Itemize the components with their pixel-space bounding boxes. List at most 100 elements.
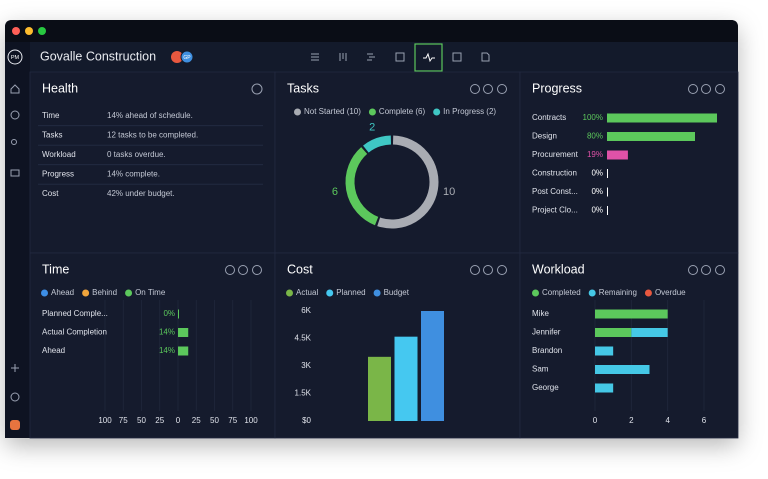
bar-segment — [595, 383, 614, 393]
expand-icon[interactable] — [688, 265, 698, 275]
value-label: 14% — [159, 346, 175, 355]
category-label: Jennifer — [532, 328, 561, 337]
user-avatar[interactable] — [10, 420, 20, 430]
minimize-button[interactable] — [25, 27, 33, 35]
legend-swatch — [294, 108, 301, 116]
expand-icon[interactable] — [688, 84, 698, 94]
project-name[interactable]: Govalle Construction — [40, 49, 156, 63]
legend-swatch — [373, 289, 381, 297]
gantt-view-icon[interactable] — [367, 53, 375, 61]
help-icon[interactable] — [715, 84, 725, 94]
donut-segment — [345, 147, 379, 226]
time-panel — [29, 252, 276, 439]
category-label: Sam — [532, 365, 549, 374]
bar-segment — [631, 328, 668, 337]
help-icon[interactable] — [252, 265, 262, 275]
avatar[interactable] — [180, 50, 194, 64]
dashboard-tab-active[interactable] — [414, 43, 443, 72]
bar-segment — [595, 365, 650, 374]
app-logo-text: PM — [11, 55, 20, 61]
health-label: Cost — [42, 189, 59, 198]
help-icon[interactable] — [497, 84, 507, 94]
bar — [607, 169, 608, 178]
portfolio-icon[interactable] — [10, 169, 20, 177]
title-bar — [5, 20, 738, 42]
help-icon[interactable] — [10, 392, 20, 402]
legend-label: Remaining — [599, 288, 637, 297]
panel-title: Tasks — [287, 81, 319, 95]
expand-icon[interactable] — [470, 265, 480, 275]
category-label: Construction — [532, 169, 577, 178]
sheet-view-icon[interactable] — [395, 52, 405, 62]
category-label: Project Clo... — [532, 206, 578, 215]
settings-icon[interactable] — [238, 265, 248, 275]
x-tick-label: 25 — [192, 416, 201, 425]
panel-title: Health — [42, 81, 78, 95]
maximize-button[interactable] — [38, 27, 46, 35]
team-icon[interactable] — [11, 139, 17, 145]
legend-label: Overdue — [655, 288, 686, 297]
help-icon[interactable] — [497, 265, 507, 275]
y-tick-label: 4.5K — [295, 334, 312, 343]
x-tick-label: 4 — [665, 416, 670, 425]
close-button[interactable] — [12, 27, 20, 35]
category-label: George — [532, 383, 559, 392]
health-label: Time — [42, 111, 60, 120]
x-tick-label: 100 — [98, 416, 112, 425]
value-label: 80% — [587, 132, 603, 141]
avatar[interactable] — [171, 51, 183, 63]
legend-label: Actual — [296, 288, 318, 297]
legend-label: In Progress (2) — [443, 107, 496, 116]
progress-panel — [519, 71, 739, 254]
panel-title: Progress — [532, 81, 582, 95]
x-tick-label: 25 — [155, 416, 164, 425]
category-label: Procurement — [532, 150, 579, 159]
y-tick-label: 3K — [301, 361, 311, 370]
x-tick-label: 75 — [119, 416, 128, 425]
time-icon[interactable] — [10, 110, 20, 120]
bar — [607, 187, 608, 197]
list-view-icon[interactable] — [311, 53, 319, 61]
bar — [421, 311, 444, 421]
health-label: Tasks — [42, 131, 62, 140]
y-tick-label: 1.5K — [295, 389, 312, 398]
help-icon[interactable] — [715, 265, 725, 275]
board-view-icon[interactable] — [339, 53, 347, 61]
value-label: 0% — [591, 187, 603, 196]
settings-icon[interactable] — [483, 265, 493, 275]
legend-swatch — [532, 289, 539, 297]
donut-segment — [363, 135, 392, 153]
data-label: 2 — [369, 121, 375, 133]
health-label: Workload — [42, 150, 76, 159]
add-icon[interactable] — [11, 364, 19, 372]
legend-label: On Time — [135, 288, 166, 297]
donut-segment — [377, 135, 439, 229]
calendar-view-icon[interactable] — [452, 52, 462, 62]
x-tick-label: 6 — [702, 416, 707, 425]
category-label: Ahead — [42, 346, 65, 355]
expand-icon[interactable] — [225, 265, 235, 275]
value-label: 0% — [591, 206, 603, 215]
expand-icon[interactable] — [470, 84, 480, 94]
bar — [607, 113, 717, 123]
home-icon[interactable] — [10, 84, 20, 94]
health-value: 12 tasks to be completed. — [107, 131, 198, 140]
files-view-icon[interactable] — [481, 52, 490, 62]
bar — [607, 150, 628, 160]
help-icon[interactable] — [251, 83, 263, 95]
app-logo[interactable] — [7, 49, 23, 65]
bar — [368, 356, 391, 421]
settings-icon[interactable] — [701, 265, 711, 275]
x-tick-label: 0 — [176, 416, 181, 425]
dashboard-view-icon[interactable] — [423, 52, 435, 63]
health-panel — [29, 71, 276, 254]
settings-icon[interactable] — [483, 84, 493, 94]
settings-icon[interactable] — [701, 84, 711, 94]
category-label: Design — [532, 132, 557, 141]
y-tick-label: 6K — [301, 306, 311, 315]
bar-segment — [595, 328, 632, 337]
legend-swatch — [588, 289, 596, 297]
workload-panel — [519, 252, 739, 439]
legend-label: Complete (6) — [379, 107, 426, 116]
value-label: 100% — [583, 113, 603, 122]
